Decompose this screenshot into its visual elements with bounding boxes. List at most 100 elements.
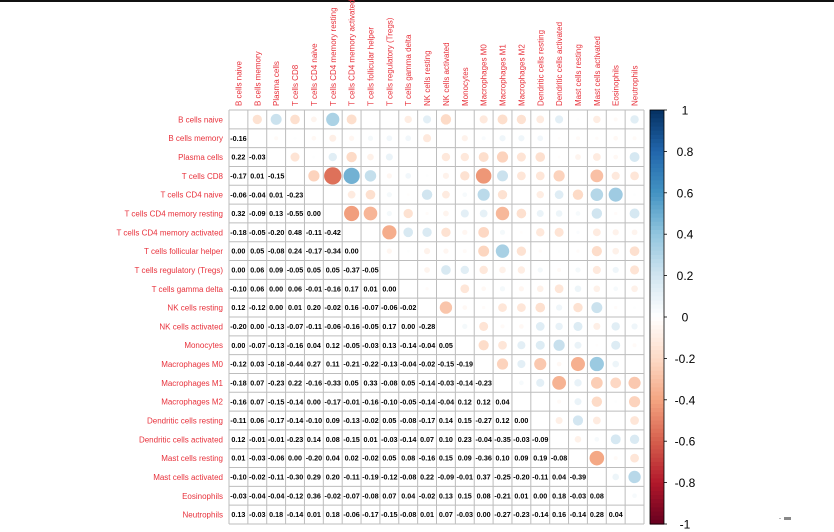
correlation-circle (499, 286, 506, 292)
correlation-value: -0.16 (362, 397, 378, 406)
correlation-value: -0.03 (513, 435, 529, 444)
correlation-circle (422, 227, 432, 237)
column-label: Plasma cells (272, 61, 281, 106)
colorbar-swatch (650, 288, 664, 293)
correlation-circle (440, 114, 452, 125)
correlation-circle (519, 380, 524, 386)
colorbar-swatch (650, 172, 664, 177)
colorbar-swatch (650, 445, 664, 451)
correlation-circle (421, 189, 433, 200)
correlation-circle (576, 230, 580, 234)
correlation-circle (425, 287, 429, 291)
correlation-value: 0.08 (477, 491, 491, 500)
correlation-circle (403, 227, 414, 238)
colorbar-swatch (650, 408, 664, 413)
correlation-value: -0.19 (362, 473, 378, 482)
row-label: Monocytes (184, 341, 223, 350)
colorbar-swatch (650, 337, 664, 343)
correlation-value: -0.08 (268, 247, 284, 256)
correlation-circle (593, 322, 601, 330)
correlation-value: -0.55 (287, 209, 303, 218)
correlation-circle (478, 340, 489, 351)
correlation-circle (386, 248, 392, 254)
row-label: Neutrophils (183, 511, 223, 520)
row-label: Plasma cells (178, 153, 223, 162)
correlation-value: 0.19 (533, 454, 547, 463)
correlation-value: -0.16 (287, 341, 303, 350)
correlation-value: -0.06 (268, 454, 284, 463)
correlation-circle (555, 115, 564, 124)
colorbar-swatch (650, 213, 664, 219)
correlation-circle (290, 152, 300, 162)
colorbar-swatch (650, 437, 664, 442)
correlation-circle (346, 151, 357, 163)
correlation-value: -0.14 (419, 378, 435, 387)
correlation-circle (611, 340, 621, 350)
correlation-value: 0.01 (250, 171, 264, 180)
colorbar-swatch (650, 428, 664, 434)
correlation-value: -0.06 (343, 510, 359, 519)
correlation-value: 0.12 (231, 303, 245, 312)
correlation-value: 0.01 (307, 510, 321, 519)
column-label: Eosinophils (612, 65, 621, 106)
colorbar-swatch (650, 180, 664, 186)
correlation-circle (406, 193, 410, 197)
correlation-circle (538, 400, 542, 404)
correlation-circle (406, 268, 410, 272)
correlation-circle (613, 135, 619, 141)
correlation-circle (443, 210, 449, 217)
correlation-value: -0.27 (475, 416, 491, 425)
correlation-circle (629, 152, 640, 163)
colorbar-swatch (650, 482, 664, 488)
correlation-value: -0.18 (230, 378, 246, 387)
correlation-circle (574, 398, 582, 406)
correlation-circle (576, 249, 580, 253)
column-label: T cells gamma delta (404, 34, 413, 106)
correlation-circle (554, 190, 564, 200)
correlation-circle (518, 286, 525, 292)
correlation-value: -0.08 (381, 378, 397, 387)
correlation-value: -0.04 (249, 190, 265, 199)
correlation-value: -0.20 (268, 228, 284, 237)
correlation-value: -0.03 (438, 378, 454, 387)
correlation-value: 0.24 (288, 247, 302, 256)
correlation-circle (328, 152, 337, 162)
correlation-circle (573, 302, 583, 313)
correlation-circle (536, 228, 545, 237)
correlation-value: -0.14 (570, 510, 586, 519)
window-top-border (0, 0, 834, 2)
column-label: Macrophages M2 (517, 44, 526, 106)
row-label: T cells gamma delta (152, 285, 224, 294)
correlation-circle (554, 284, 564, 294)
correlation-value: -0.03 (362, 341, 378, 350)
correlation-value: 0.36 (307, 491, 321, 500)
row-label: T cells CD4 memory resting (124, 210, 223, 219)
correlation-circle (536, 378, 545, 387)
correlation-circle (425, 155, 429, 159)
correlation-circle (535, 322, 545, 331)
correlation-value: -0.14 (457, 378, 473, 387)
correlation-value: -0.21 (494, 491, 510, 500)
row-label: Macrophages M2 (161, 398, 223, 407)
colorbar-swatch (650, 441, 664, 446)
colorbar-tick-label: 0.4 (677, 228, 694, 242)
colorbar-tick-label: -0.4 (675, 393, 696, 407)
correlation-value: 0.33 (363, 378, 377, 387)
colorbar-swatch (650, 354, 664, 359)
colorbar-swatch (650, 366, 664, 372)
correlation-circle (536, 115, 545, 124)
correlation-circle (630, 416, 639, 425)
correlation-value: -0.04 (438, 397, 454, 406)
correlation-circle (424, 267, 430, 273)
correlation-circle (347, 190, 356, 199)
correlation-value: -0.03 (230, 491, 246, 500)
correlation-value: -0.14 (419, 397, 435, 406)
correlation-value: -0.14 (400, 435, 416, 444)
correlation-value: -0.20 (513, 473, 529, 482)
correlation-circle (595, 343, 599, 347)
correlation-circle (593, 285, 601, 293)
colorbar-tick-label: -0.8 (675, 476, 696, 490)
correlation-circle (534, 357, 547, 371)
correlation-circle (348, 135, 355, 141)
colorbar-swatch (650, 503, 664, 509)
